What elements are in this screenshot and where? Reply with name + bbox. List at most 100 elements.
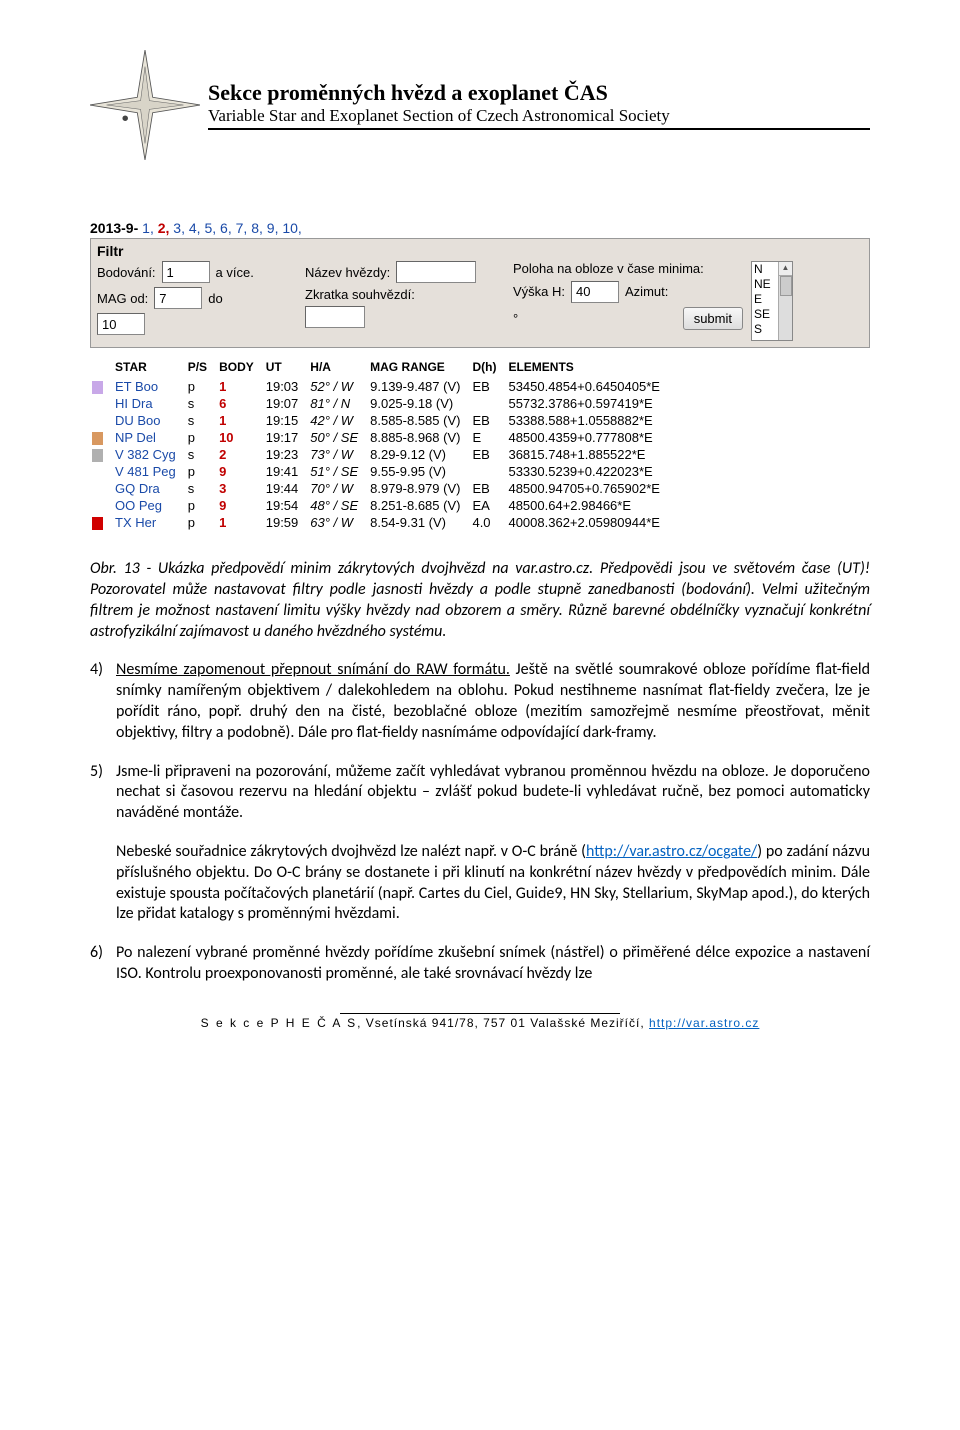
cell-ps: p	[186, 429, 217, 446]
cell-mag: 9.55-9.95 (V)	[368, 463, 470, 480]
row-marker-icon	[92, 432, 103, 445]
item5-p1: Jsme-li připraveni na pozorování, můžeme…	[116, 762, 870, 824]
star-link[interactable]: NP Del	[113, 429, 186, 446]
cell-body: 9	[217, 497, 264, 514]
cell-body: 10	[217, 429, 264, 446]
cell-body: 3	[217, 480, 264, 497]
input-magod[interactable]	[154, 287, 202, 309]
date-day-link[interactable]: 9,	[263, 220, 279, 236]
table-header: MAG RANGE	[368, 356, 470, 378]
table-row: OO Pegp919:5448° / SE8.251-8.685 (V)EA48…	[90, 497, 670, 514]
input-vyska[interactable]	[571, 281, 619, 303]
cell-dh	[470, 395, 506, 412]
list-item-4: 4) Nesmíme zapomenout přepnout snímání d…	[90, 660, 870, 743]
cell-ps: s	[186, 480, 217, 497]
cell-ha: 48° / SE	[308, 497, 368, 514]
cell-body: 1	[217, 412, 264, 429]
predictions-table: STARP/SBODYUTH/AMAG RANGED(h)ELEMENTS ET…	[90, 356, 670, 531]
cell-ps: s	[186, 395, 217, 412]
star-link[interactable]: ET Boo	[113, 378, 186, 395]
azimut-select[interactable]: NNEESES ▲	[751, 261, 793, 341]
date-day-link[interactable]: 3,	[169, 220, 185, 236]
list-number: 4)	[90, 660, 116, 743]
cell-elements: 48500.64+2.98466*E	[506, 497, 669, 514]
filter-panel: Filtr Bodování: a více. MAG od: do	[90, 238, 870, 348]
label-poloha: Poloha na obloze v čase minima:	[513, 261, 743, 277]
scroll-thumb[interactable]	[780, 276, 792, 296]
table-row: V 481 Pegp919:4151° / SE9.55-9.95 (V)533…	[90, 463, 670, 480]
cell-ps: s	[186, 412, 217, 429]
item4-underlined: Nesmíme zapomenout přepnout snímání do R…	[116, 660, 510, 679]
cell-elements: 40008.362+2.05980944*E	[506, 514, 669, 531]
ocgate-link[interactable]: http://var.astro.cz/ocgate/	[586, 842, 757, 861]
star-link[interactable]: TX Her	[113, 514, 186, 531]
cell-ut: 19:03	[264, 378, 309, 395]
label-magod: MAG od:	[97, 291, 148, 306]
filter-title: Filtr	[97, 243, 863, 259]
cell-ha: 73° / W	[308, 446, 368, 463]
star-link[interactable]: V 382 Cyg	[113, 446, 186, 463]
cell-ut: 19:59	[264, 514, 309, 531]
row-marker-icon	[92, 381, 103, 394]
cell-body: 2	[217, 446, 264, 463]
input-nazev[interactable]	[396, 261, 476, 283]
label-azimut: Azimut:	[625, 284, 668, 299]
star-link[interactable]: GQ Dra	[113, 480, 186, 497]
cell-dh: E	[470, 429, 506, 446]
date-day-link[interactable]: 2,	[154, 220, 170, 236]
label-nazev: Název hvězdy:	[305, 265, 390, 280]
date-day-link[interactable]: 10,	[278, 220, 301, 236]
label-avice: a více.	[216, 265, 254, 280]
item5-p2a: Nebeské souřadnice zákrytových dvojhvězd…	[116, 842, 586, 861]
cell-elements: 36815.748+1.885522*E	[506, 446, 669, 463]
table-header: ELEMENTS	[506, 356, 669, 378]
table-row: GQ Dras319:4470° / W8.979-8.979 (V)EB485…	[90, 480, 670, 497]
scrollbar[interactable]: ▲	[778, 262, 792, 340]
date-day-link[interactable]: 1,	[138, 220, 154, 236]
star-link[interactable]: OO Peg	[113, 497, 186, 514]
header-title: Sekce proměnných hvězd a exoplanet ČAS	[208, 80, 870, 106]
item5-p2: Nebeské souřadnice zákrytových dvojhvězd…	[116, 842, 870, 925]
input-magdo[interactable]	[97, 313, 145, 335]
date-day-link[interactable]: 4,	[185, 220, 201, 236]
cell-mag: 8.29-9.12 (V)	[368, 446, 470, 463]
label-zkratka: Zkratka souhvězdí:	[305, 287, 415, 302]
cell-dh: EB	[470, 412, 506, 429]
date-day-link[interactable]: 8,	[247, 220, 263, 236]
table-row: ET Boop119:0352° / W9.139-9.487 (V)EB534…	[90, 378, 670, 395]
label-do: do	[208, 291, 222, 306]
cell-dh: EB	[470, 480, 506, 497]
cell-mag: 8.251-8.685 (V)	[368, 497, 470, 514]
item6-text: Po nalezení vybrané proměnné hvězdy poří…	[116, 943, 870, 985]
date-selector: 2013-9- 1, 2, 3, 4, 5, 6, 7, 8, 9, 10,	[90, 220, 870, 236]
footer-text: S e k c e P H E Č A S, Vsetínská 941/78,…	[90, 1016, 870, 1030]
cell-elements: 53450.4854+0.6450405*E	[506, 378, 669, 395]
table-row: DU Boos119:1542° / W8.585-8.585 (V)EB533…	[90, 412, 670, 429]
input-zkratka[interactable]	[305, 306, 365, 328]
footer-link[interactable]: http://var.astro.cz	[649, 1016, 759, 1030]
submit-button[interactable]: submit	[683, 307, 743, 330]
cell-mag: 8.885-8.968 (V)	[368, 429, 470, 446]
cell-dh: 4.0	[470, 514, 506, 531]
date-day-link[interactable]: 7,	[232, 220, 248, 236]
star-link[interactable]: V 481 Peg	[113, 463, 186, 480]
table-row: NP Delp1019:1750° / SE8.885-8.968 (V)E48…	[90, 429, 670, 446]
cell-ha: 70° / W	[308, 480, 368, 497]
date-day-link[interactable]: 5,	[201, 220, 217, 236]
date-day-link[interactable]: 6,	[216, 220, 232, 236]
cell-ha: 81° / N	[308, 395, 368, 412]
table-row: TX Herp119:5963° / W8.54-9.31 (V)4.04000…	[90, 514, 670, 531]
table-header: H/A	[308, 356, 368, 378]
cell-ps: s	[186, 446, 217, 463]
label-bodovani: Bodování:	[97, 265, 156, 280]
table-row: V 382 Cygs219:2373° / W8.29-9.12 (V)EB36…	[90, 446, 670, 463]
input-bodovani[interactable]	[162, 261, 210, 283]
list-number: 6)	[90, 943, 116, 985]
scroll-up-icon[interactable]: ▲	[779, 262, 792, 276]
star-link[interactable]: HI Dra	[113, 395, 186, 412]
list-item-6: 6) Po nalezení vybrané proměnné hvězdy p…	[90, 943, 870, 985]
logo-star-icon	[90, 50, 200, 160]
star-link[interactable]: DU Boo	[113, 412, 186, 429]
table-header: UT	[264, 356, 309, 378]
cell-body: 9	[217, 463, 264, 480]
